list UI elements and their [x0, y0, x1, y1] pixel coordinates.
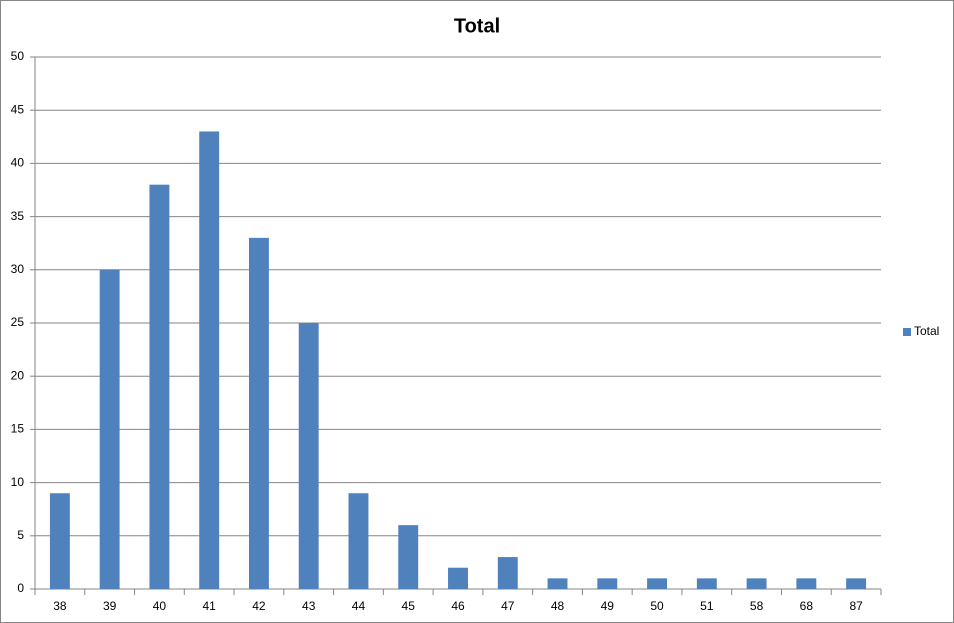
bar [348, 493, 369, 589]
bar [49, 493, 70, 589]
y-tick-label: 10 [11, 475, 25, 489]
bar [597, 578, 618, 589]
x-tick-label: 38 [53, 599, 67, 613]
bar [448, 567, 468, 589]
y-tick-label: 40 [11, 156, 25, 170]
chart-title: Total [454, 15, 500, 37]
bar [248, 237, 269, 589]
y-tick-label: 25 [11, 315, 25, 329]
y-tick-label: 20 [11, 368, 25, 382]
x-tick-label: 48 [551, 599, 565, 613]
x-tick-label: 68 [800, 599, 814, 613]
y-tick-label: 15 [11, 422, 25, 436]
x-tick-label: 58 [750, 599, 764, 613]
bar [99, 269, 120, 589]
x-tick-label: 40 [153, 599, 167, 613]
x-tick-label: 44 [352, 599, 366, 613]
y-tick-label: 30 [11, 262, 25, 276]
bar [696, 578, 717, 589]
x-tick-label: 50 [650, 599, 664, 613]
legend-swatch [903, 328, 911, 336]
x-tick-label: 43 [302, 599, 316, 613]
bar [199, 131, 220, 590]
bar [547, 578, 568, 589]
x-tick-label: 45 [402, 599, 416, 613]
bar [298, 323, 319, 589]
bar [647, 578, 668, 589]
x-tick-label: 39 [103, 599, 117, 613]
bar [398, 525, 419, 589]
x-tick-label: 46 [451, 599, 465, 613]
x-tick-label: 49 [601, 599, 615, 613]
bar [746, 578, 767, 589]
legend-label: Total [914, 324, 939, 338]
bar [846, 578, 867, 589]
y-tick-label: 45 [11, 102, 25, 116]
bar [796, 578, 817, 589]
x-tick-label: 42 [252, 599, 266, 613]
y-tick-label: 5 [17, 528, 24, 542]
y-tick-label: 50 [11, 49, 25, 63]
y-tick-label: 0 [17, 581, 24, 595]
bar [149, 184, 170, 589]
x-tick-label: 51 [700, 599, 714, 613]
x-tick-label: 87 [849, 599, 863, 613]
x-tick-label: 41 [202, 599, 216, 613]
x-tick-label: 47 [501, 599, 515, 613]
bar [497, 557, 518, 589]
y-tick-label: 35 [11, 209, 25, 223]
